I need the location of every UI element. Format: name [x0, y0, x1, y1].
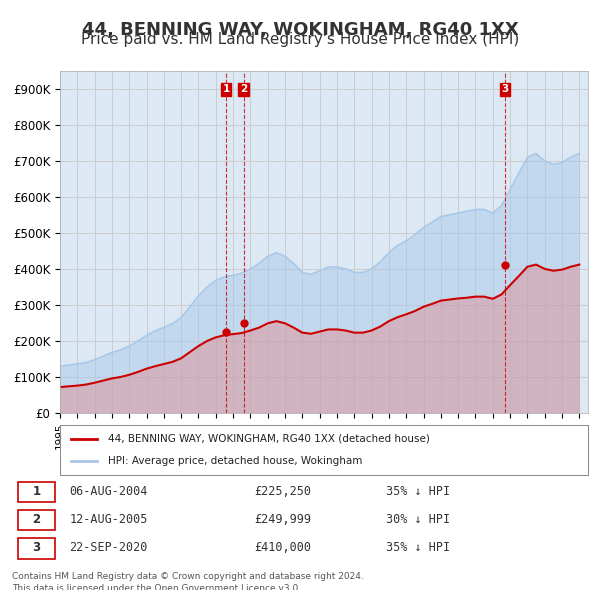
Text: 30% ↓ HPI: 30% ↓ HPI: [386, 513, 451, 526]
Text: £225,250: £225,250: [254, 484, 311, 497]
Text: 22-SEP-2020: 22-SEP-2020: [70, 541, 148, 554]
Text: 1: 1: [32, 484, 41, 497]
FancyBboxPatch shape: [18, 510, 55, 530]
Text: 44, BENNING WAY, WOKINGHAM, RG40 1XX: 44, BENNING WAY, WOKINGHAM, RG40 1XX: [82, 21, 518, 39]
Text: 3: 3: [502, 84, 509, 94]
Text: 12-AUG-2005: 12-AUG-2005: [70, 513, 148, 526]
Text: 2: 2: [32, 513, 41, 526]
Text: £410,000: £410,000: [254, 541, 311, 554]
Text: 1: 1: [223, 84, 230, 94]
Text: 2: 2: [240, 84, 247, 94]
Text: HPI: Average price, detached house, Wokingham: HPI: Average price, detached house, Woki…: [107, 456, 362, 466]
Text: £249,999: £249,999: [254, 513, 311, 526]
Text: Contains HM Land Registry data © Crown copyright and database right 2024.: Contains HM Land Registry data © Crown c…: [12, 572, 364, 581]
Text: 35% ↓ HPI: 35% ↓ HPI: [386, 484, 451, 497]
Text: This data is licensed under the Open Government Licence v3.0.: This data is licensed under the Open Gov…: [12, 584, 301, 590]
Text: 06-AUG-2004: 06-AUG-2004: [70, 484, 148, 497]
FancyBboxPatch shape: [18, 481, 55, 502]
Text: 35% ↓ HPI: 35% ↓ HPI: [386, 541, 451, 554]
Text: 3: 3: [32, 541, 41, 554]
Text: 44, BENNING WAY, WOKINGHAM, RG40 1XX (detached house): 44, BENNING WAY, WOKINGHAM, RG40 1XX (de…: [107, 434, 430, 444]
Text: Price paid vs. HM Land Registry's House Price Index (HPI): Price paid vs. HM Land Registry's House …: [81, 32, 519, 47]
FancyBboxPatch shape: [18, 538, 55, 559]
